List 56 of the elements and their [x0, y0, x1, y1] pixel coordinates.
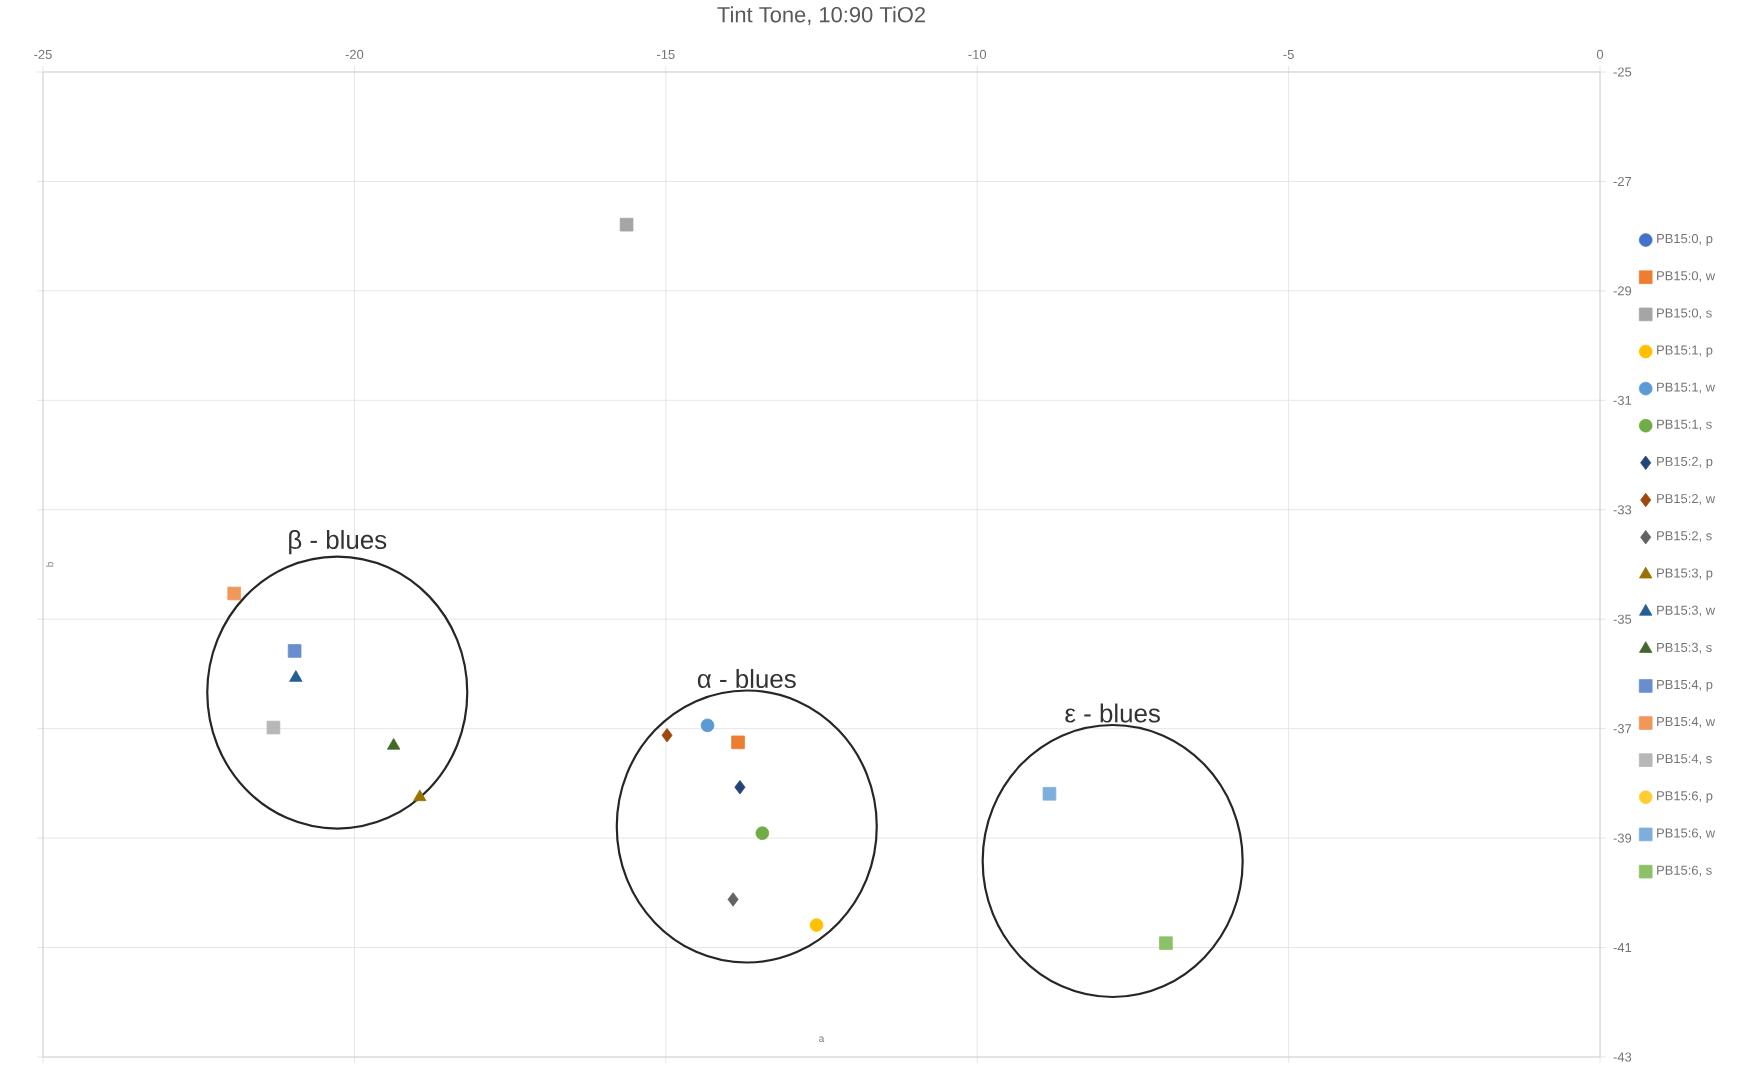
legend-label: PB15:4, w [1657, 717, 1716, 728]
x-tick-label: -5 [1283, 49, 1294, 59]
point [266, 720, 281, 735]
point [289, 670, 303, 682]
x-tick-label: -25 [34, 49, 52, 59]
y-tick-label: -39 [1613, 833, 1632, 843]
point [734, 780, 746, 795]
x-axis-title: a [819, 1036, 825, 1042]
legend-label: PB15:6, p [1657, 791, 1713, 803]
x-tick-label: -10 [968, 49, 987, 59]
point [727, 892, 739, 907]
point [1159, 936, 1173, 950]
legend-label: PB15:0, w [1657, 271, 1716, 282]
legend-label: PB15:2, s [1657, 531, 1712, 542]
y-tick-label: -25 [1613, 67, 1632, 77]
x-tick-label: -20 [345, 49, 364, 59]
annotation: β - blues [289, 530, 387, 555]
x-tick-label: -15 [657, 49, 675, 59]
legend-label: PB15:3, w [1657, 605, 1716, 617]
legend-label: PB15:0, p [1657, 234, 1713, 246]
point [661, 728, 673, 743]
x-tick-label: 0 [1596, 49, 1604, 59]
point [387, 738, 401, 750]
legend-label: PB15:1, p [1657, 345, 1713, 358]
y-axis-title: b [46, 562, 54, 567]
point [700, 718, 715, 733]
legend-label: PB15:3, p [1657, 568, 1713, 581]
point [809, 918, 824, 932]
y-tick-label: -33 [1613, 505, 1632, 515]
annotation: α - blues [697, 669, 796, 689]
legend-label: PB15:1, s [1657, 419, 1712, 431]
y-tick-label: -35 [1613, 614, 1632, 624]
y-tick-label: -43 [1613, 1052, 1632, 1062]
legend-label: PB15:1, w [1657, 382, 1716, 394]
point [755, 826, 770, 840]
legend-label: PB15:4, s [1657, 754, 1712, 765]
legend-label: PB15:0, s [1657, 308, 1712, 320]
point [731, 735, 745, 750]
point [287, 644, 302, 658]
legend-label: PB15:3, s [1657, 642, 1712, 654]
point [413, 789, 427, 802]
y-tick-label: -29 [1613, 286, 1632, 296]
legend-label: PB15:2, p [1657, 456, 1713, 469]
point [1042, 787, 1057, 801]
y-tick-label: -41 [1613, 943, 1632, 953]
legend-label: PB15:6, w [1657, 828, 1716, 840]
annotation: ε - blues [1065, 703, 1160, 723]
chart-title: Tint Tone, 10:90 TiO2 [717, 6, 925, 25]
y-tick-label: -31 [1613, 395, 1632, 405]
legend-label: PB15:4, p [1657, 680, 1713, 692]
point [619, 217, 634, 232]
y-tick-label: -27 [1613, 176, 1632, 186]
y-tick-label: -37 [1613, 724, 1632, 734]
legend-label: PB15:6, s [1657, 865, 1712, 877]
legend-label: PB15:2, w [1657, 494, 1716, 505]
point [227, 586, 241, 601]
